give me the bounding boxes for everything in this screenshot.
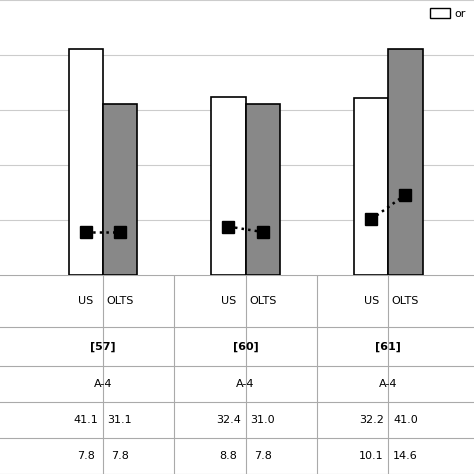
Text: 14.6: 14.6 bbox=[393, 451, 418, 461]
Text: 41.0: 41.0 bbox=[393, 415, 418, 425]
Text: 7.8: 7.8 bbox=[111, 451, 129, 461]
Text: 10.1: 10.1 bbox=[359, 451, 383, 461]
Text: US: US bbox=[78, 296, 93, 306]
Bar bbox=[69, 49, 103, 275]
Bar bbox=[354, 98, 388, 275]
Text: OLTS: OLTS bbox=[249, 296, 276, 306]
Text: 31.1: 31.1 bbox=[108, 415, 132, 425]
Text: OLTS: OLTS bbox=[106, 296, 134, 306]
Text: 7.8: 7.8 bbox=[254, 451, 272, 461]
Text: A-4: A-4 bbox=[379, 379, 398, 390]
Text: [57]: [57] bbox=[90, 341, 116, 352]
Text: 32.2: 32.2 bbox=[359, 415, 383, 425]
Text: 31.0: 31.0 bbox=[250, 415, 275, 425]
Text: [60]: [60] bbox=[233, 341, 258, 352]
Bar bbox=[388, 49, 423, 275]
Bar bbox=[246, 104, 280, 275]
Legend: or: or bbox=[428, 6, 468, 21]
Text: 8.8: 8.8 bbox=[219, 451, 237, 461]
Bar bbox=[211, 97, 246, 275]
Text: 32.4: 32.4 bbox=[216, 415, 241, 425]
Text: 7.8: 7.8 bbox=[77, 451, 95, 461]
Text: OLTS: OLTS bbox=[392, 296, 419, 306]
Text: A-4: A-4 bbox=[93, 379, 112, 390]
Bar bbox=[103, 104, 137, 275]
Text: A-4: A-4 bbox=[237, 379, 255, 390]
Text: US: US bbox=[221, 296, 236, 306]
Text: US: US bbox=[364, 296, 379, 306]
Text: [61]: [61] bbox=[375, 341, 401, 352]
Text: 41.1: 41.1 bbox=[73, 415, 98, 425]
